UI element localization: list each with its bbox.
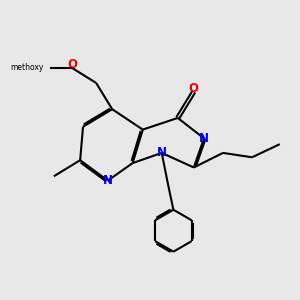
- Text: N: N: [199, 132, 209, 145]
- Text: N: N: [103, 174, 113, 187]
- Text: N: N: [157, 146, 167, 159]
- Text: O: O: [68, 58, 78, 71]
- Text: methoxy: methoxy: [10, 63, 43, 72]
- Text: O: O: [189, 82, 199, 95]
